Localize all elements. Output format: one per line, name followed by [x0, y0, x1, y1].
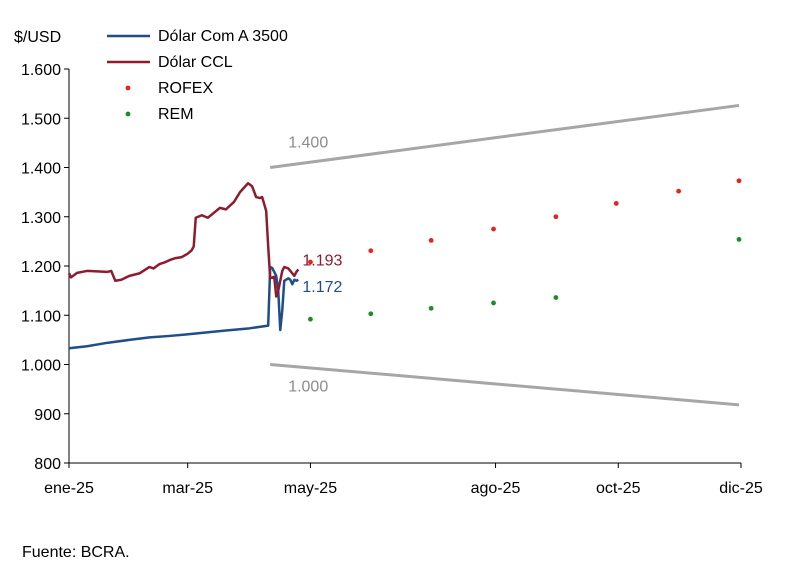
y-tick-label: 800 — [34, 456, 61, 473]
y-tick-label: 1.400 — [21, 161, 61, 178]
band-line — [270, 103, 740, 169]
data-point — [736, 237, 742, 242]
chart: 800 900 1.000 1.100 1.200 1.300 1.400 1.500 1.60… — [14, 28, 763, 497]
y-tick-label: 1.100 — [21, 308, 61, 325]
data-point — [428, 305, 434, 311]
legend-swatch — [125, 111, 131, 117]
x-tick-label: may-25 — [284, 480, 337, 497]
data-point — [553, 295, 559, 300]
source-note: Fuente: BCRA. — [22, 544, 130, 561]
data-point — [308, 259, 313, 265]
x-tick-label: dic-25 — [719, 480, 763, 497]
x-tick-label: ago-25 — [471, 480, 521, 497]
data-point — [491, 300, 496, 306]
data-point — [428, 237, 434, 243]
band-label: 1.400 — [288, 135, 328, 152]
legend-swatch — [125, 85, 131, 91]
band-label: 1.000 — [288, 379, 328, 396]
legend-label: Dólar Com A 3500 — [158, 28, 288, 45]
series-line — [68, 265, 299, 350]
y-tick-label: 900 — [34, 407, 61, 424]
legend-label: Dólar CCL — [158, 54, 233, 71]
last-value-label: 1.193 — [302, 252, 342, 269]
data-labels: 1.172 1.193 1.400 1.000 — [288, 135, 342, 396]
axes: 800 900 1.000 1.100 1.200 1.300 1.400 1.500 1.60… — [14, 29, 763, 497]
legend-label: REM — [158, 106, 194, 123]
y-axis-title: $/USD — [14, 29, 61, 46]
x-tick-label: mar-25 — [162, 480, 213, 497]
series-lines — [67, 182, 300, 350]
data-point — [613, 201, 619, 206]
data-point — [553, 214, 559, 220]
y-tick-label: 1.600 — [21, 62, 61, 79]
data-point — [368, 248, 374, 254]
y-tick-label: 1.000 — [21, 358, 61, 375]
x-tick-label: ene-25 — [44, 480, 94, 497]
data-point — [676, 188, 682, 194]
series-dots — [308, 178, 742, 322]
data-point — [736, 178, 742, 184]
data-point — [308, 316, 313, 322]
data-point — [368, 311, 374, 317]
y-tick-label: 1.500 — [21, 111, 61, 128]
data-point — [491, 226, 496, 232]
x-tick-label: oct-25 — [596, 480, 641, 497]
band-line — [270, 363, 740, 407]
y-tick-label: 1.300 — [21, 210, 61, 227]
y-tick-label: 1.200 — [21, 259, 61, 276]
band-lines — [270, 103, 740, 407]
series-line — [67, 182, 300, 298]
legend-label: ROFEX — [158, 80, 213, 97]
legend: Dólar Com A 3500 Dólar CCL ROFEX REM — [107, 28, 288, 123]
last-value-label: 1.172 — [302, 279, 342, 296]
